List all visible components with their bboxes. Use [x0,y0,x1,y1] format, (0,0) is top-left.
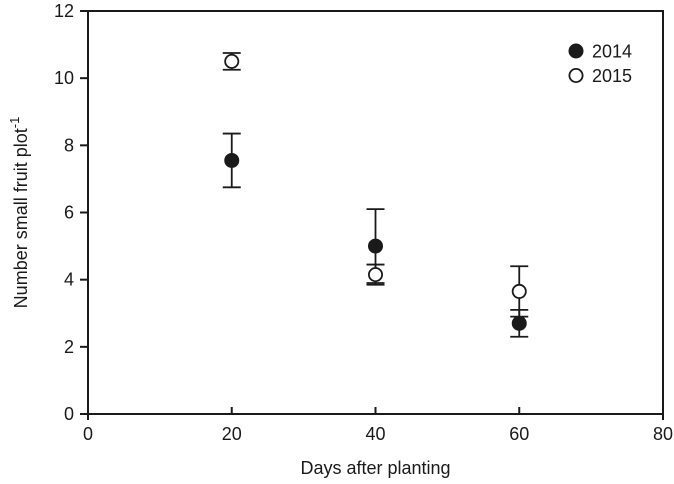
legend-marker-2014 [568,43,584,59]
legend-label-2014: 2014 [592,42,632,62]
x-axis-title: Days after planting [300,458,450,478]
x-tick-label: 80 [653,424,673,444]
legend-label-2015: 2015 [592,66,632,86]
data-point-2015-day20 [224,53,240,69]
y-tick-label: 10 [54,68,74,88]
y-tick-label: 4 [64,270,74,290]
x-tick-label: 0 [83,424,93,444]
x-tick-label: 40 [365,424,385,444]
y-tick-label: 2 [64,337,74,357]
data-point-2014-day60 [511,315,527,331]
y-tick-label: 6 [64,203,74,223]
y-tick-label: 0 [64,404,74,424]
data-point-2015-day60 [511,283,527,299]
x-tick-label: 20 [222,424,242,444]
y-axis-title: Number small fruit plot-1 [7,117,31,309]
data-point-2015-day40 [367,267,383,283]
y-tick-label: 12 [54,1,74,21]
data-point-2014-day20 [224,152,240,168]
y-tick-label: 8 [64,135,74,155]
legend-marker-2015 [568,68,584,84]
x-tick-label: 60 [509,424,529,444]
data-point-2014-day40 [367,238,383,254]
